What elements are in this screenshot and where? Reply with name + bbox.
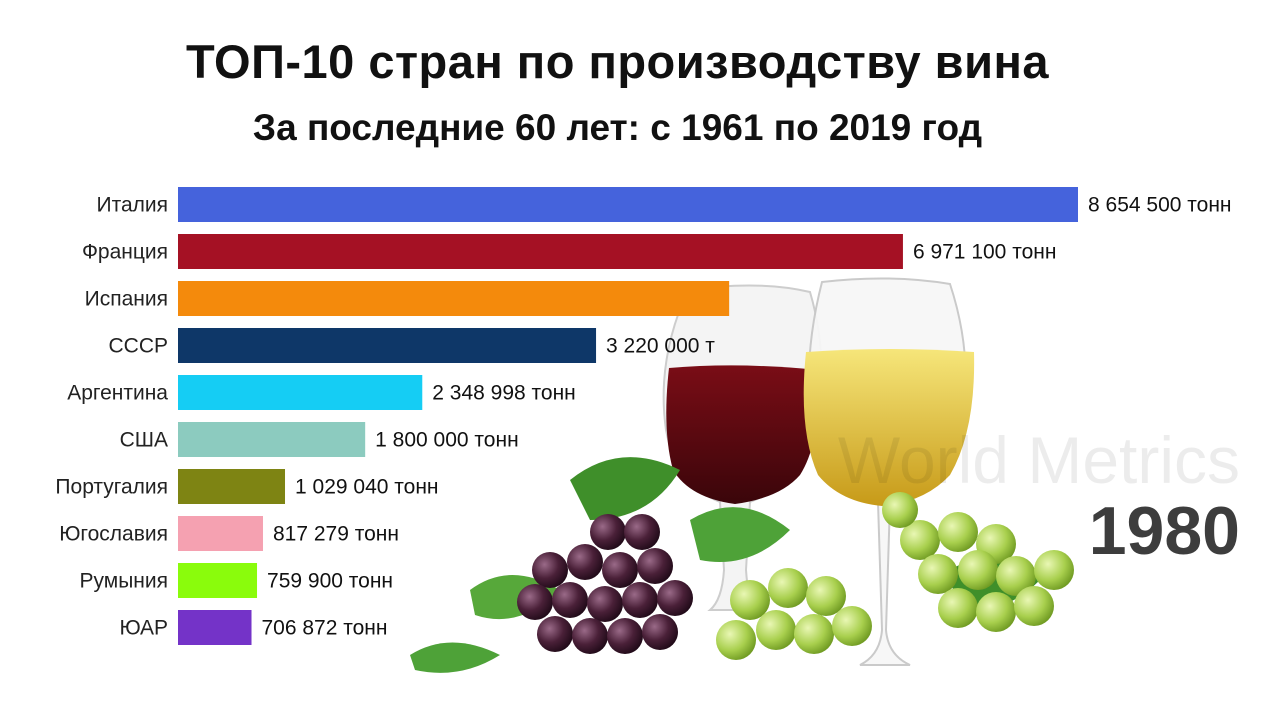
category-label-5: США (120, 429, 168, 452)
category-label-8: Румыния (79, 570, 168, 593)
value-label-3: 3 220 000 т (606, 335, 715, 358)
bar-0 (178, 187, 1078, 222)
chart-subtitle: За последние 60 лет: с 1961 по 2019 год (252, 107, 983, 148)
value-label-0: 8 654 500 тонн (1088, 194, 1232, 217)
value-label-9: 706 872 тонн (262, 617, 388, 640)
bar-7 (178, 516, 263, 551)
chart-title: ТОП-10 стран по производству вина (185, 35, 1049, 88)
value-label-5: 1 800 000 тонн (375, 429, 519, 452)
wine-glasses-grapes-image (410, 277, 1074, 673)
bar-5 (178, 422, 366, 457)
category-label-6: Португалия (55, 476, 168, 499)
value-label-1: 6 971 100 тонн (913, 241, 1057, 264)
bar-6 (178, 469, 286, 504)
category-label-4: Аргентина (67, 382, 168, 405)
category-label-2: Испания (85, 288, 168, 311)
value-label-8: 759 900 тонн (267, 570, 393, 593)
bar-9 (178, 610, 252, 645)
category-label-7: Югославия (59, 523, 168, 546)
bar-4 (178, 375, 423, 410)
category-label-1: Франция (82, 241, 168, 264)
bar-8 (178, 563, 258, 598)
bar-1 (178, 234, 903, 269)
category-label-9: ЮАР (119, 617, 168, 640)
bar-3 (178, 328, 597, 363)
category-label-0: Италия (96, 194, 168, 217)
value-label-7: 817 279 тонн (273, 523, 399, 546)
year-label: 1980 (1088, 493, 1240, 569)
value-label-4: 2 348 998 тонн (432, 382, 576, 405)
value-label-6: 1 029 040 тонн (295, 476, 439, 499)
watermark-text: World Metrics (837, 423, 1240, 497)
bar-2 (178, 281, 730, 316)
category-label-3: СССР (108, 335, 168, 358)
